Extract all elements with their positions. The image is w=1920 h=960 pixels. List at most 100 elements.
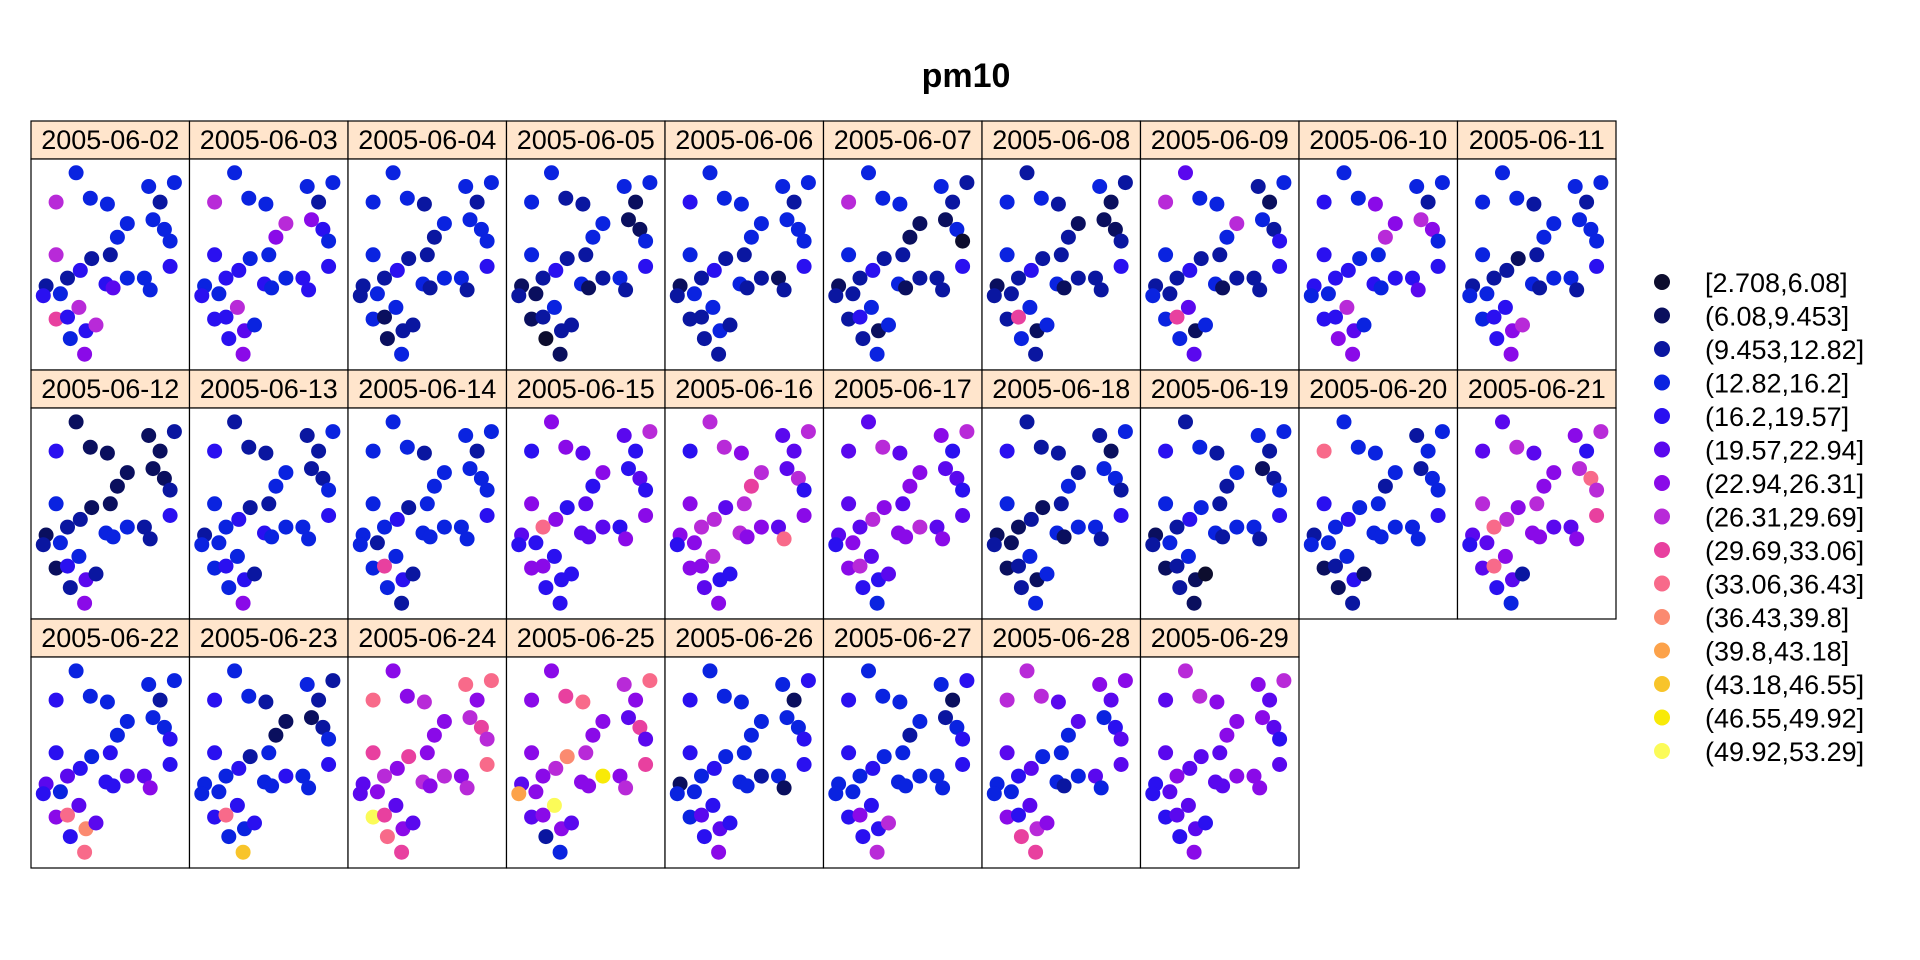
station-point [365, 496, 381, 512]
station-point [852, 768, 868, 784]
station-point [779, 461, 795, 477]
legend-swatch [1654, 743, 1670, 759]
station-point [1529, 247, 1545, 263]
station-point [235, 346, 251, 362]
station-point [99, 694, 115, 710]
station-point [1219, 229, 1235, 245]
station-point [711, 595, 727, 611]
station-point [1117, 175, 1133, 191]
station-point [48, 692, 64, 708]
station-point [221, 829, 237, 845]
station-point [1013, 829, 1029, 845]
station-point [511, 537, 527, 553]
station-point [538, 829, 554, 845]
station-point [156, 470, 172, 486]
panel: 2005-06-15 [505, 369, 666, 620]
station-point [1107, 470, 1123, 486]
panel: 2005-06-08 [981, 120, 1142, 371]
station-point [716, 439, 732, 455]
station-point [1070, 768, 1086, 784]
station-point [876, 749, 892, 765]
station-point [52, 784, 68, 800]
panel: 2005-06-22 [30, 618, 191, 869]
station-point [459, 282, 475, 298]
station-point [558, 688, 574, 704]
station-point [1486, 558, 1502, 574]
station-point [1215, 778, 1231, 794]
station-point [933, 179, 949, 194]
station-point [1162, 535, 1178, 551]
station-point [483, 673, 499, 689]
panel-date-label: 2005-06-10 [1309, 125, 1447, 155]
panel-date-label: 2005-06-20 [1309, 374, 1447, 404]
station-point [1515, 317, 1530, 333]
station-point [416, 196, 432, 212]
station-point [841, 692, 857, 708]
station-point [528, 535, 544, 551]
station-point [595, 216, 611, 232]
station-point [1003, 535, 1019, 551]
panel: 2005-06-29 [1139, 618, 1300, 869]
panel: 2005-06-17 [822, 369, 983, 620]
station-point [241, 439, 257, 455]
station-point [753, 768, 769, 784]
station-point [365, 560, 381, 576]
station-point [945, 443, 961, 459]
station-point [618, 780, 634, 796]
station-point [60, 309, 75, 325]
station-point [1169, 270, 1185, 286]
station-point [912, 768, 928, 784]
station-point [955, 731, 971, 747]
station-point [986, 537, 1002, 553]
station-point [682, 560, 698, 576]
station-point [1113, 233, 1129, 249]
station-point [902, 478, 918, 494]
station-point [405, 317, 421, 333]
panel-date-label: 2005-06-25 [517, 623, 655, 653]
station-point [62, 331, 78, 347]
station-point [524, 745, 540, 761]
station-point [559, 749, 575, 765]
panel-strip [505, 618, 666, 658]
station-point [955, 233, 971, 249]
station-point [377, 768, 392, 784]
station-point [949, 470, 965, 486]
chart-title: pm10 [922, 57, 1011, 95]
station-point [1182, 262, 1198, 278]
station-point [1158, 692, 1174, 708]
station-point [548, 511, 564, 527]
panel-date-label: 2005-06-21 [1468, 374, 1606, 404]
station-point [1158, 311, 1174, 327]
station-point [959, 673, 975, 689]
station-point [1475, 496, 1491, 512]
station-point [753, 270, 769, 286]
station-point [955, 757, 971, 772]
panel-date-label: 2005-06-13 [200, 374, 338, 404]
station-point [1158, 194, 1174, 210]
station-point [1180, 299, 1196, 315]
station-point [595, 270, 611, 286]
station-point [1169, 519, 1185, 535]
station-point [538, 331, 554, 347]
station-point [1013, 331, 1029, 347]
panel: 2005-06-05 [505, 120, 666, 371]
station-point [771, 768, 786, 784]
station-point [1339, 299, 1355, 315]
station-point [716, 190, 732, 206]
station-point [1529, 496, 1545, 512]
station-point [1579, 443, 1595, 459]
station-point [379, 331, 395, 347]
station-point [702, 663, 718, 679]
panel-strip [1298, 369, 1459, 409]
station-point [365, 443, 381, 459]
station-point [72, 760, 88, 776]
station-point [1028, 346, 1044, 362]
station-point [109, 478, 125, 494]
station-point [1479, 286, 1495, 302]
station-point [207, 247, 223, 263]
station-point [369, 286, 385, 302]
station-point [753, 216, 769, 232]
panel-plot [1456, 158, 1617, 371]
station-point [1272, 233, 1288, 249]
station-point [845, 784, 861, 800]
